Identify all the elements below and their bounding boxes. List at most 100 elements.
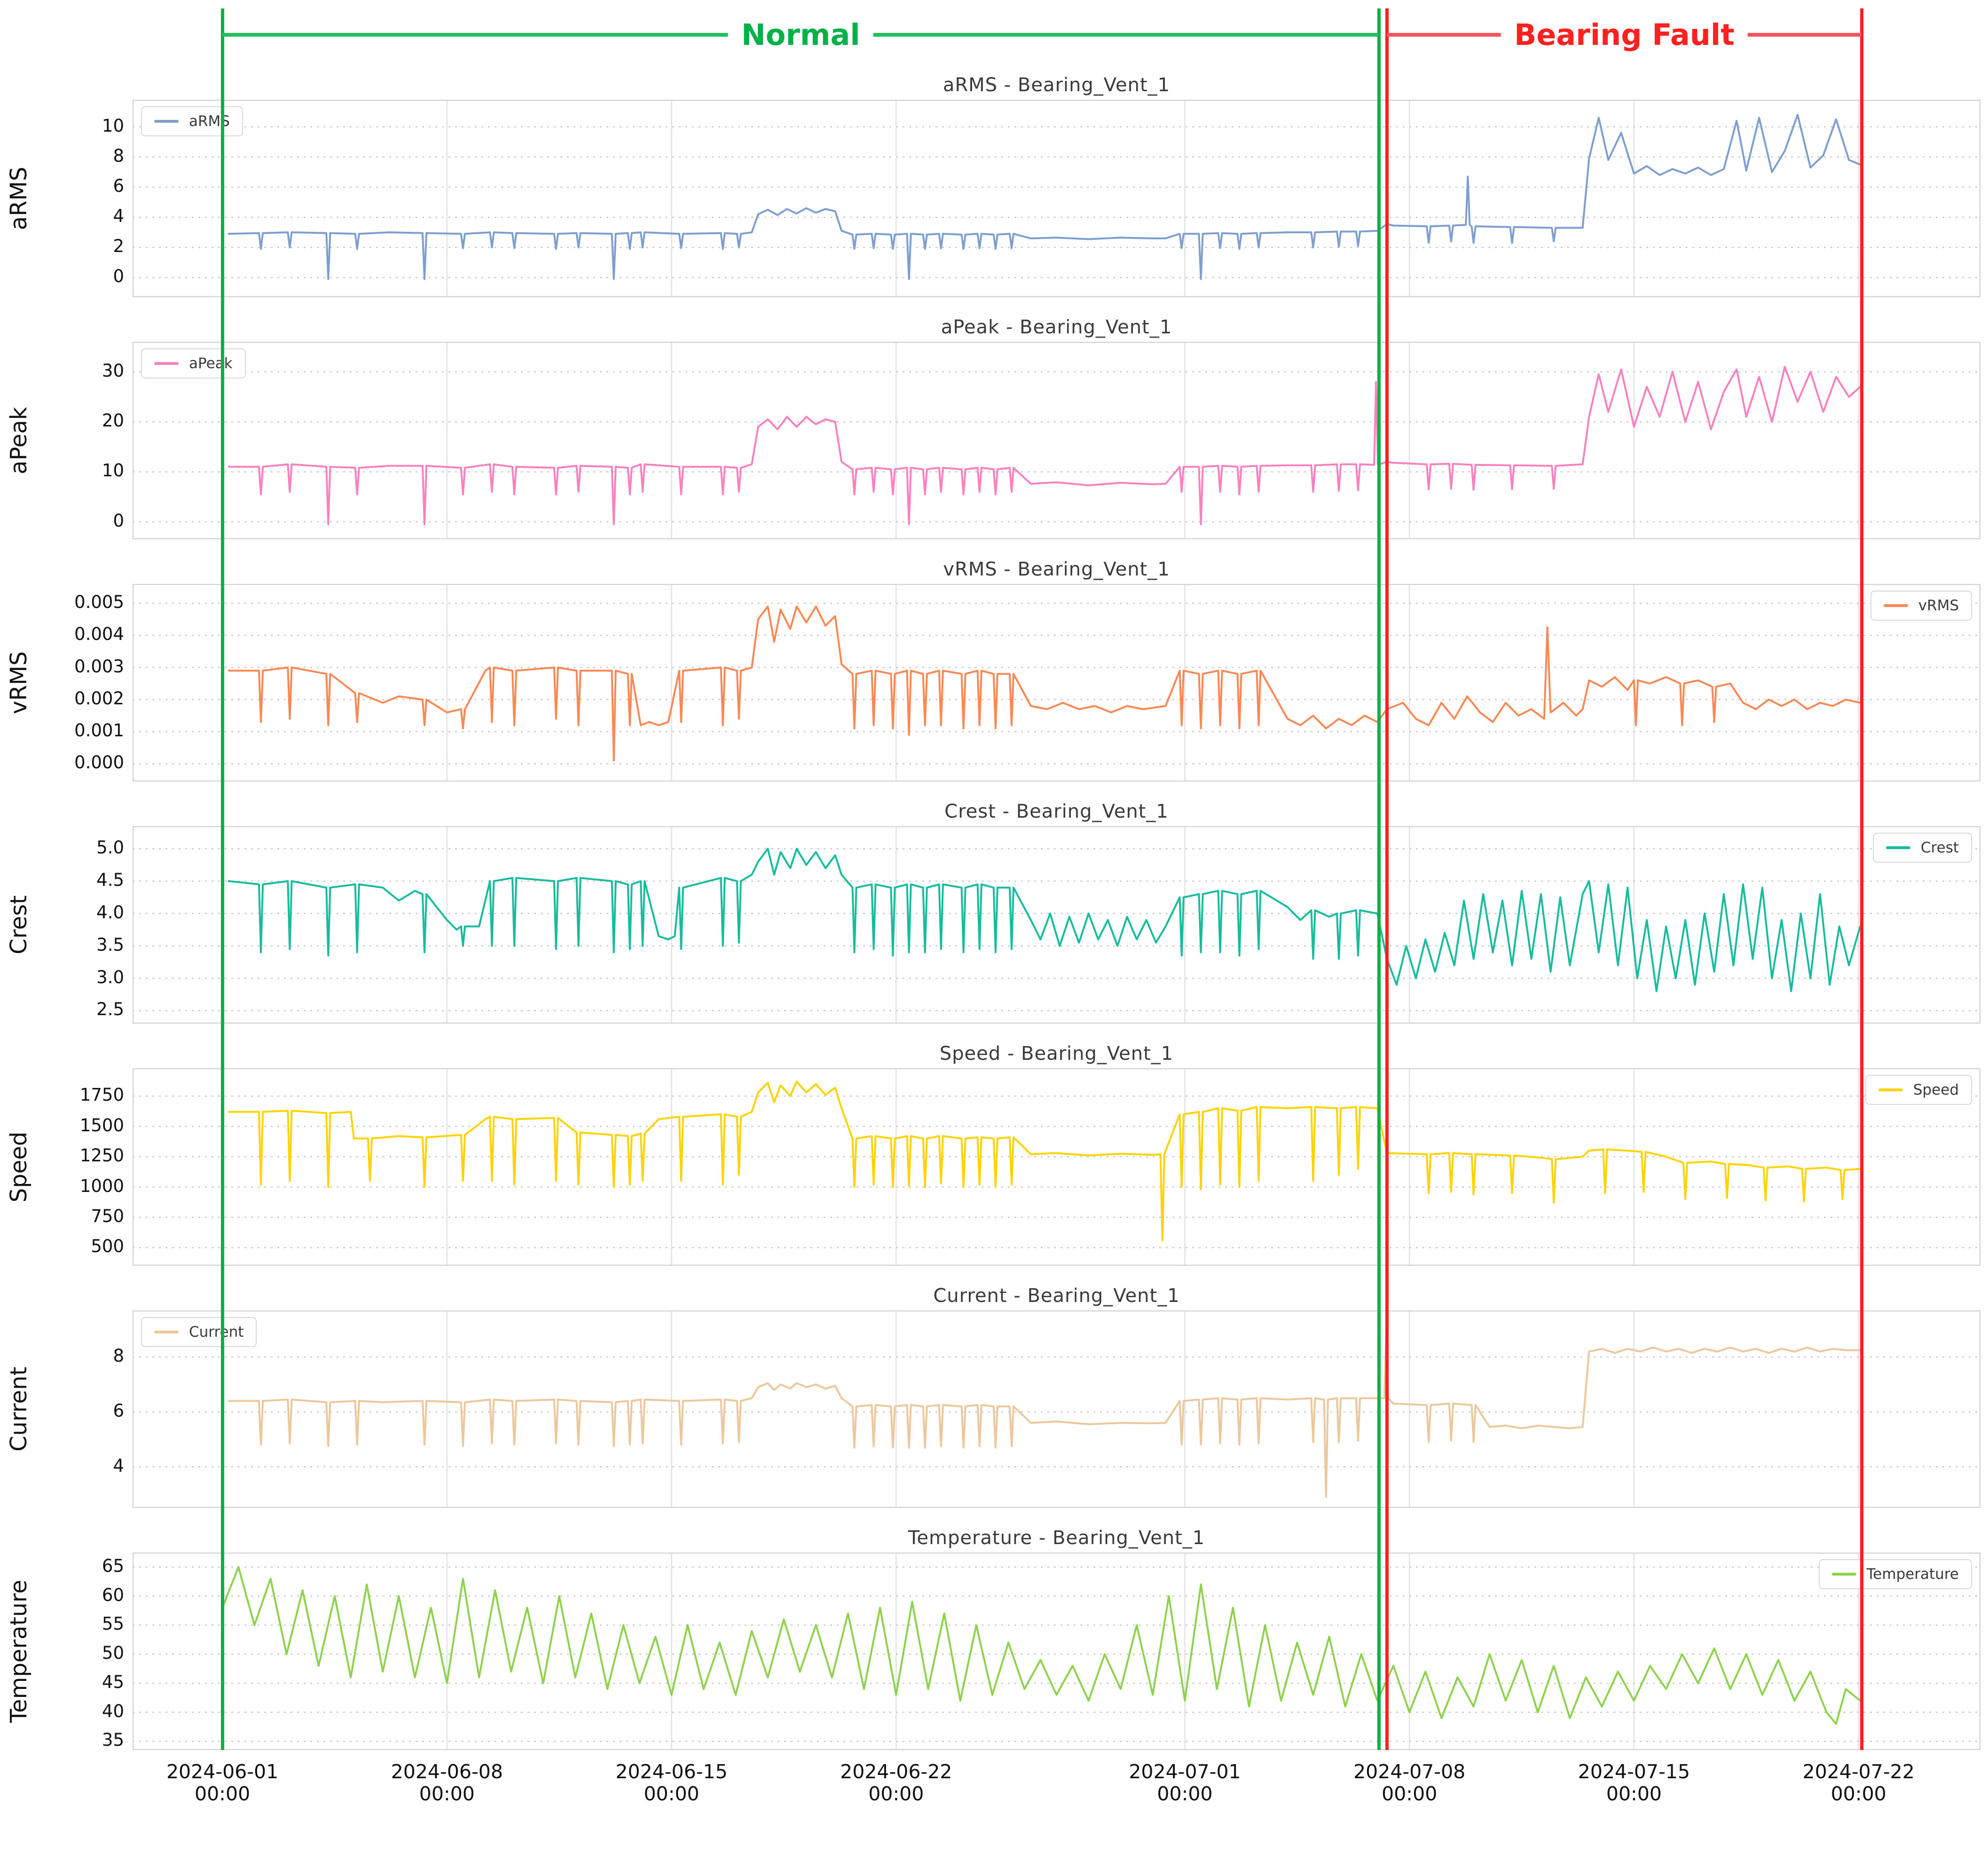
y-tick-arms-10: 10 — [102, 115, 124, 136]
y-tick-temperature-50: 50 — [102, 1643, 124, 1664]
plot-area-temperature — [132, 1552, 1981, 1750]
x-tick-date: 2024-07-08 — [1353, 1760, 1466, 1783]
y-tick-crest-3.0: 3.0 — [96, 967, 124, 987]
legend-current: Current — [141, 1317, 257, 1347]
x-tick-time: 00:00 — [1606, 1782, 1662, 1806]
x-tick-date: 2024-06-15 — [615, 1760, 728, 1783]
x-tick-date: 2024-07-01 — [1129, 1760, 1241, 1783]
y-tick-temperature-65: 65 — [102, 1555, 124, 1576]
y-tick-vrms-0.002: 0.002 — [74, 688, 124, 709]
y-tick-arms-4: 4 — [113, 206, 124, 227]
plot-svg-apeak — [132, 341, 1981, 540]
plot-svg-crest — [132, 826, 1981, 1024]
y-tick-current-4: 4 — [113, 1455, 124, 1476]
legend-label-apeak: aPeak — [189, 355, 233, 372]
plot-area-speed — [132, 1068, 1981, 1266]
plot-area-arms — [132, 99, 1981, 298]
y-tick-temperature-35: 35 — [102, 1730, 124, 1750]
y-tick-vrms-0.004: 0.004 — [74, 624, 124, 645]
legend-label-vrms: vRMS — [1918, 597, 1959, 614]
x-tick-2024-07-22: 2024-07-22 00:00 — [1774, 1760, 1943, 1806]
y-tick-crest-5.0: 5.0 — [96, 837, 124, 858]
y-tick-temperature-40: 40 — [102, 1701, 124, 1721]
legend-speed: Speed — [1865, 1075, 1972, 1105]
x-tick-time: 00:00 — [1157, 1782, 1213, 1806]
fault-start-line — [1385, 8, 1389, 1750]
plot-svg-arms — [132, 99, 1981, 298]
x-tick-time: 00:00 — [868, 1782, 924, 1806]
legend-temperature: Temperature — [1818, 1559, 1972, 1589]
x-tick-time: 00:00 — [644, 1782, 699, 1806]
y-tick-vrms-0.003: 0.003 — [74, 656, 124, 677]
legend-line-sample-temperature — [1831, 1573, 1856, 1576]
series-line-arms — [228, 114, 1862, 280]
y-tick-vrms-0.005: 0.005 — [74, 591, 124, 612]
x-tick-time: 00:00 — [419, 1782, 475, 1806]
y-axis-label-crest: Crest — [6, 895, 32, 954]
fault-end-line — [1860, 8, 1863, 1750]
y-tick-arms-6: 6 — [113, 175, 124, 196]
legend-line-sample-current — [154, 1331, 179, 1333]
panel-title-apeak: aPeak - Bearing_Vent_1 — [941, 316, 1172, 338]
legend-crest: Crest — [1872, 833, 1972, 863]
legend-arms: aRMS — [141, 106, 243, 136]
panel-title-current: Current - Bearing_Vent_1 — [933, 1285, 1180, 1307]
series-line-current — [228, 1323, 1862, 1498]
panel-title-crest: Crest - Bearing_Vent_1 — [944, 801, 1169, 822]
y-tick-arms-0: 0 — [113, 266, 124, 287]
normal-region-label: Normal — [728, 17, 873, 52]
y-tick-speed-500: 500 — [91, 1236, 124, 1257]
y-tick-speed-1000: 1000 — [79, 1175, 124, 1196]
plot-area-crest — [132, 826, 1981, 1024]
y-tick-crest-4.0: 4.0 — [96, 902, 124, 923]
fault-region-line: Bearing Fault — [1387, 17, 1862, 52]
x-tick-2024-06-22: 2024-06-22 00:00 — [811, 1760, 981, 1806]
x-tick-date: 2024-06-08 — [391, 1760, 503, 1783]
series-line-temperature — [221, 1566, 1862, 1725]
y-tick-apeak-20: 20 — [102, 410, 124, 431]
legend-line-sample-arms — [154, 120, 179, 123]
y-tick-current-6: 6 — [113, 1400, 124, 1421]
normal-end-line — [1377, 8, 1381, 1750]
x-tick-2024-06-01: 2024-06-01 00:00 — [138, 1760, 307, 1806]
y-tick-temperature-55: 55 — [102, 1614, 124, 1634]
x-tick-time: 00:00 — [195, 1782, 251, 1806]
panel-title-speed: Speed - Bearing_Vent_1 — [939, 1043, 1174, 1064]
y-tick-crest-4.5: 4.5 — [96, 870, 124, 891]
x-tick-time: 00:00 — [1831, 1782, 1886, 1806]
series-line-speed — [228, 1080, 1862, 1241]
y-tick-temperature-45: 45 — [102, 1672, 124, 1692]
panel-title-vrms: vRMS - Bearing_Vent_1 — [943, 559, 1170, 580]
y-tick-temperature-60: 60 — [102, 1585, 124, 1605]
series-line-crest — [228, 848, 1862, 993]
legend-apeak: aPeak — [141, 348, 246, 378]
series-line-vrms — [228, 605, 1862, 762]
legend-line-sample-speed — [1878, 1088, 1903, 1091]
plot-area-apeak — [132, 341, 1981, 540]
plot-area-vrms — [132, 583, 1981, 782]
y-tick-vrms-0.001: 0.001 — [74, 720, 124, 741]
plot-svg-vrms — [132, 583, 1981, 782]
x-tick-date: 2024-07-15 — [1578, 1760, 1690, 1783]
y-tick-arms-2: 2 — [113, 236, 124, 257]
y-tick-apeak-10: 10 — [102, 460, 124, 481]
y-tick-vrms-0.000: 0.000 — [74, 752, 124, 773]
x-tick-date: 2024-06-22 — [840, 1760, 952, 1783]
plot-area-current — [132, 1310, 1981, 1508]
panel-title-arms: aRMS - Bearing_Vent_1 — [943, 74, 1171, 96]
legend-line-sample-crest — [1886, 846, 1910, 849]
panel-title-temperature: Temperature - Bearing_Vent_1 — [908, 1527, 1205, 1549]
x-tick-2024-06-08: 2024-06-08 00:00 — [362, 1760, 532, 1806]
legend-label-speed: Speed — [1913, 1081, 1959, 1098]
y-tick-current-8: 8 — [113, 1346, 124, 1366]
legend-label-current: Current — [189, 1324, 244, 1340]
y-tick-speed-1750: 1750 — [79, 1085, 124, 1105]
x-tick-2024-07-15: 2024-07-15 00:00 — [1549, 1760, 1719, 1806]
x-tick-2024-06-15: 2024-06-15 00:00 — [587, 1760, 756, 1806]
y-tick-crest-3.5: 3.5 — [96, 934, 124, 955]
y-axis-label-vrms: vRMS — [6, 651, 32, 714]
y-tick-speed-750: 750 — [91, 1206, 124, 1226]
x-tick-2024-07-08: 2024-07-08 00:00 — [1325, 1760, 1494, 1805]
fault-region-label: Bearing Fault — [1501, 17, 1748, 52]
